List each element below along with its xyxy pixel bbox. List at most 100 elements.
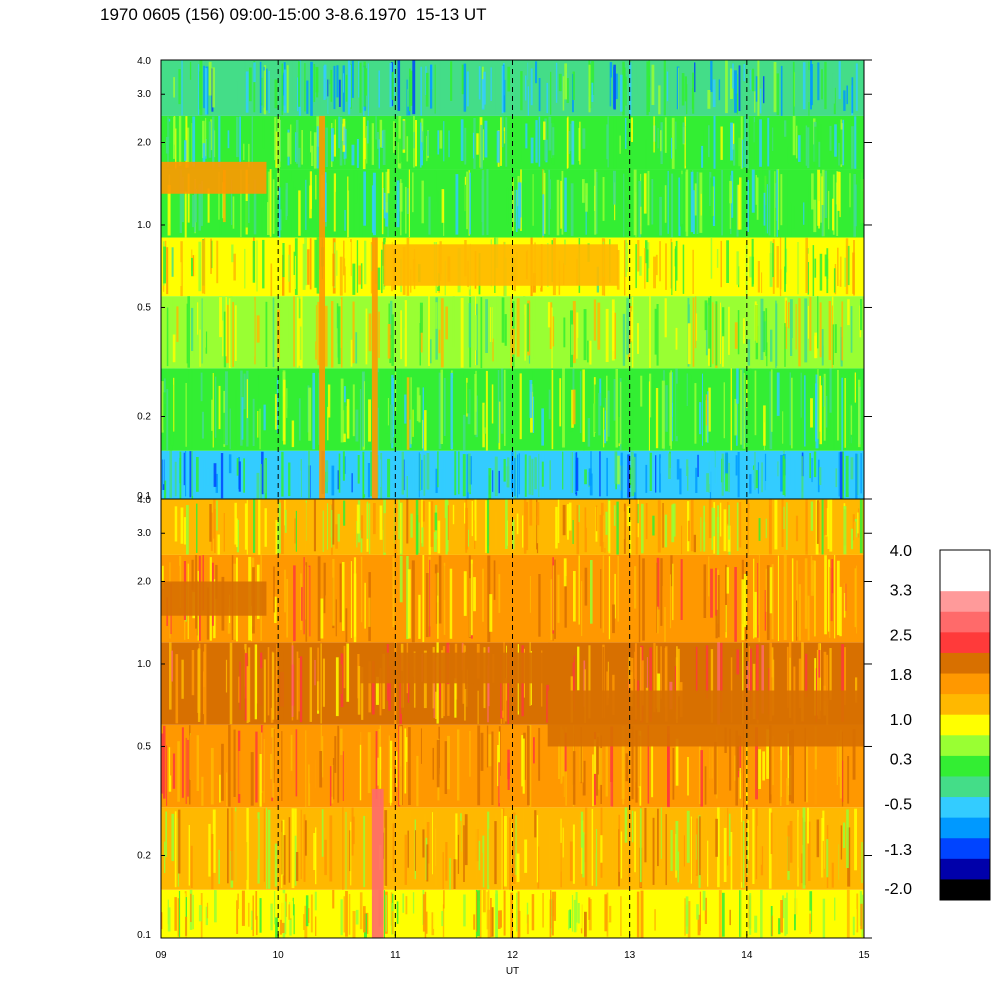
heatmap-streak	[353, 573, 357, 643]
heatmap-streak	[512, 519, 515, 550]
heatmap-streak	[663, 60, 666, 116]
heatmap-streak	[796, 300, 798, 364]
heatmap-streak	[194, 179, 196, 233]
heatmap-streak	[780, 174, 783, 226]
heatmap-streak	[666, 71, 669, 102]
heatmap-streak	[426, 509, 428, 527]
heatmap-streak	[480, 852, 483, 888]
heatmap-streak	[769, 739, 772, 801]
heatmap-streak	[663, 607, 666, 642]
heatmap-streak	[163, 725, 166, 799]
heatmap-streak	[295, 119, 299, 164]
colorbar-swatch	[940, 776, 990, 798]
heatmap-streak	[740, 60, 744, 116]
heatmap-streak	[676, 66, 680, 110]
heatmap-streak	[677, 851, 680, 883]
heatmap-streak	[345, 608, 348, 642]
heatmap-streak	[371, 185, 374, 233]
heatmap-streak	[410, 377, 412, 445]
heatmap-streak	[676, 459, 680, 480]
heatmap-streak	[572, 520, 574, 544]
heatmap-streak	[381, 172, 384, 235]
heatmap-streak	[595, 829, 598, 887]
heatmap-streak	[721, 169, 723, 236]
heatmap-streak	[653, 116, 655, 153]
heatmap-streak	[728, 306, 730, 355]
heatmap-streak	[826, 248, 829, 294]
heatmap-streak	[743, 372, 745, 449]
heatmap-streak	[447, 505, 449, 540]
heatmap-streak	[412, 892, 415, 914]
heatmap-streak	[796, 323, 800, 357]
heatmap-streak	[684, 116, 686, 169]
heatmap-streak	[536, 815, 539, 883]
heatmap-streak	[749, 474, 752, 494]
heatmap-streak	[593, 819, 596, 853]
heatmap-streak	[805, 739, 809, 803]
heatmap-streak	[464, 184, 467, 237]
heatmap-streak	[259, 408, 261, 450]
heatmap-streak	[671, 504, 675, 543]
heatmap-streak	[672, 563, 674, 621]
heatmap-streak	[824, 170, 827, 218]
heatmap-streak	[656, 562, 658, 633]
heatmap-streak	[824, 61, 827, 110]
heatmap-streak	[166, 671, 169, 706]
heatmap-streak	[364, 454, 367, 495]
heatmap-streak	[720, 302, 721, 364]
heatmap-streak	[551, 307, 553, 368]
heatmap-streak	[541, 574, 544, 642]
heatmap-streak	[849, 173, 851, 208]
heatmap-streak	[443, 66, 445, 108]
heatmap-streak	[274, 117, 277, 161]
heatmap-streak	[351, 473, 353, 493]
heatmap-streak	[602, 177, 605, 221]
heatmap-streak	[208, 823, 211, 877]
heatmap-streak	[395, 897, 398, 927]
heatmap-streak	[588, 819, 591, 879]
heatmap-streak	[528, 60, 530, 94]
heatmap-streak	[537, 846, 540, 889]
heatmap-streak	[780, 900, 783, 933]
heatmap-streak	[626, 297, 630, 355]
heatmap-streak	[349, 558, 352, 602]
heatmap-streak	[363, 906, 366, 933]
heatmap-streak	[544, 118, 547, 161]
heatmap-streak	[651, 745, 654, 798]
heatmap-streak	[655, 388, 659, 449]
heatmap-streak	[580, 900, 583, 929]
heatmap-streak	[396, 901, 399, 924]
heatmap-streak	[259, 61, 262, 113]
heatmap-streak	[489, 594, 493, 632]
heatmap-streak	[379, 746, 382, 789]
heatmap-streak	[803, 202, 805, 225]
heatmap-streak	[557, 574, 560, 623]
heatmap-streak	[187, 645, 190, 711]
heatmap-streak	[377, 372, 379, 408]
heatmap-streak	[555, 506, 558, 549]
heatmap-streak	[654, 909, 656, 931]
heatmap-streak	[387, 458, 391, 498]
heatmap-streak	[770, 66, 773, 114]
heatmap-streak	[519, 373, 522, 440]
heatmap-streak	[286, 388, 288, 418]
heatmap-streak	[488, 890, 490, 929]
heatmap-streak	[343, 500, 346, 526]
heatmap-streak	[708, 556, 710, 597]
heatmap-streak	[273, 374, 276, 443]
colorbar-label: -1.3	[884, 842, 912, 859]
heatmap-streak	[301, 130, 303, 165]
heatmap-streak	[851, 126, 854, 169]
heatmap-streak	[650, 262, 653, 293]
heatmap-streak	[322, 510, 324, 552]
heatmap-streak	[599, 451, 601, 497]
heatmap-streak	[254, 644, 257, 720]
heatmap-streak	[410, 455, 412, 484]
heatmap-streak	[204, 68, 208, 115]
heatmap-streak	[742, 64, 746, 82]
heatmap-streak	[406, 556, 409, 640]
heatmap-streak	[495, 812, 498, 883]
heatmap-streak	[494, 456, 498, 497]
heatmap-streak	[473, 914, 476, 930]
heatmap-streak	[323, 65, 326, 100]
